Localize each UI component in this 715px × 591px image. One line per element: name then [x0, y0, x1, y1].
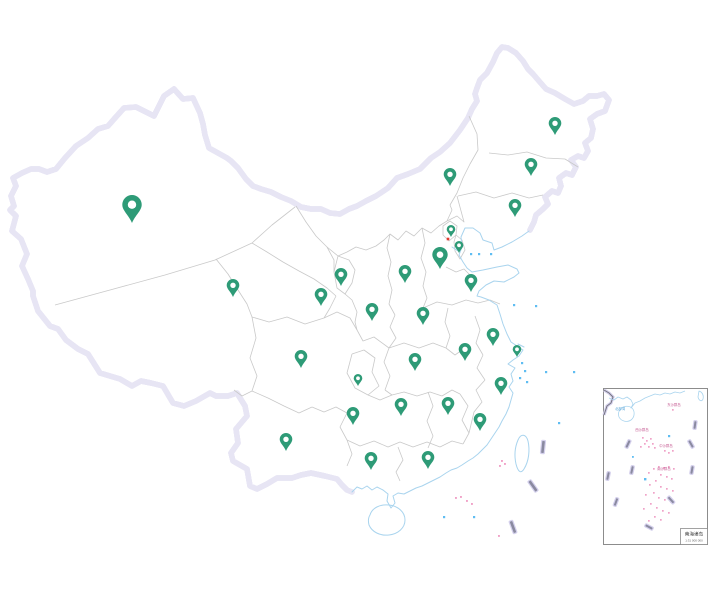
map-pin-fujian[interactable]	[473, 413, 487, 431]
island-label-2: 中沙群岛	[659, 443, 673, 448]
pin-hole	[468, 277, 474, 283]
inset-island-specks	[640, 409, 675, 522]
map-pin-hubei[interactable]	[408, 353, 422, 371]
pin-hole	[338, 271, 344, 277]
map-pin-hebei[interactable]	[432, 247, 448, 269]
pin-hole	[490, 331, 496, 337]
pin-hole	[298, 353, 304, 359]
pin-hole	[356, 376, 360, 381]
map-pin-guizhou[interactable]	[346, 407, 360, 425]
pin-hole	[447, 171, 453, 177]
pin-hole	[402, 268, 408, 274]
map-pin-shandong[interactable]	[464, 274, 478, 292]
inset-title-box: 南海诸岛 1:31 000 000	[680, 528, 708, 545]
pin-hole	[318, 291, 324, 297]
map-pin-gansu[interactable]	[314, 288, 328, 306]
pin-hole	[350, 410, 356, 416]
map-pin-jilin[interactable]	[524, 158, 538, 176]
pin-hole	[498, 380, 504, 386]
map-pin-tianjin[interactable]	[454, 241, 464, 253]
country-border	[7, 44, 612, 495]
pin-hole	[420, 310, 426, 316]
pin-hole	[412, 356, 418, 362]
pin-hole	[528, 161, 534, 167]
pin-hole	[398, 401, 404, 407]
inset-title: 南海诸岛	[685, 531, 704, 538]
pin-hole	[512, 202, 518, 208]
map-pin-liaoning[interactable]	[508, 199, 522, 217]
sea-label: 北部湾	[615, 406, 626, 411]
pin-hole	[230, 282, 236, 288]
hainan-island	[367, 504, 406, 536]
map-pin-anhui[interactable]	[458, 343, 472, 361]
map-pin-guangxi[interactable]	[364, 452, 378, 470]
pin-hole	[127, 200, 137, 209]
province-borders	[54, 115, 579, 482]
map-pin-qinghai[interactable]	[226, 279, 240, 297]
map-pin-zhejiang[interactable]	[494, 377, 508, 395]
pin-hole	[369, 306, 375, 312]
map-pin-shanxi[interactable]	[398, 265, 412, 283]
taiwan-island	[514, 434, 530, 473]
pin-hole	[552, 120, 558, 126]
pin-hole	[449, 227, 453, 232]
map-pin-inner-mongolia[interactable]	[443, 168, 457, 186]
pin-hole	[457, 243, 461, 248]
map-pin-sichuan[interactable]	[294, 350, 308, 368]
map-pin-jiangsu[interactable]	[486, 328, 500, 346]
map-pin-guangdong[interactable]	[421, 451, 435, 469]
island-label-3: 南沙群岛	[657, 466, 671, 471]
inset-nine-dash-line	[605, 419, 698, 531]
map-pin-shaanxi[interactable]	[365, 303, 379, 321]
pin-hole	[445, 400, 451, 406]
pin-hole	[368, 455, 374, 461]
map-pin-ningxia[interactable]	[334, 268, 348, 286]
pin-hole	[283, 436, 289, 442]
map-pin-chongqing[interactable]	[353, 374, 363, 386]
sea-islands	[443, 253, 576, 537]
pin-hole	[477, 416, 483, 422]
pin-hole	[436, 251, 444, 258]
map-pin-yunnan[interactable]	[279, 433, 293, 451]
map-pin-heilongjiang[interactable]	[548, 117, 562, 135]
pin-hole	[462, 346, 468, 352]
map-pin-henan[interactable]	[416, 307, 430, 325]
map-pin-shanghai[interactable]	[512, 345, 522, 357]
map-pin-hunan[interactable]	[394, 398, 408, 416]
nine-dash-line	[508, 439, 547, 535]
inset-scale: 1:31 000 000	[685, 539, 703, 543]
capital-marker	[446, 237, 450, 241]
pin-hole	[515, 347, 519, 352]
island-label-1: 西沙群岛	[635, 427, 649, 432]
map-pins	[122, 117, 562, 470]
map-pin-xinjiang[interactable]	[122, 194, 142, 223]
map-pin-jiangxi[interactable]	[441, 397, 455, 415]
map-pin-beijing[interactable]	[446, 225, 456, 237]
island-label-0: 东沙群岛	[667, 402, 681, 407]
inset-frame	[603, 388, 708, 545]
pin-hole	[425, 454, 431, 460]
